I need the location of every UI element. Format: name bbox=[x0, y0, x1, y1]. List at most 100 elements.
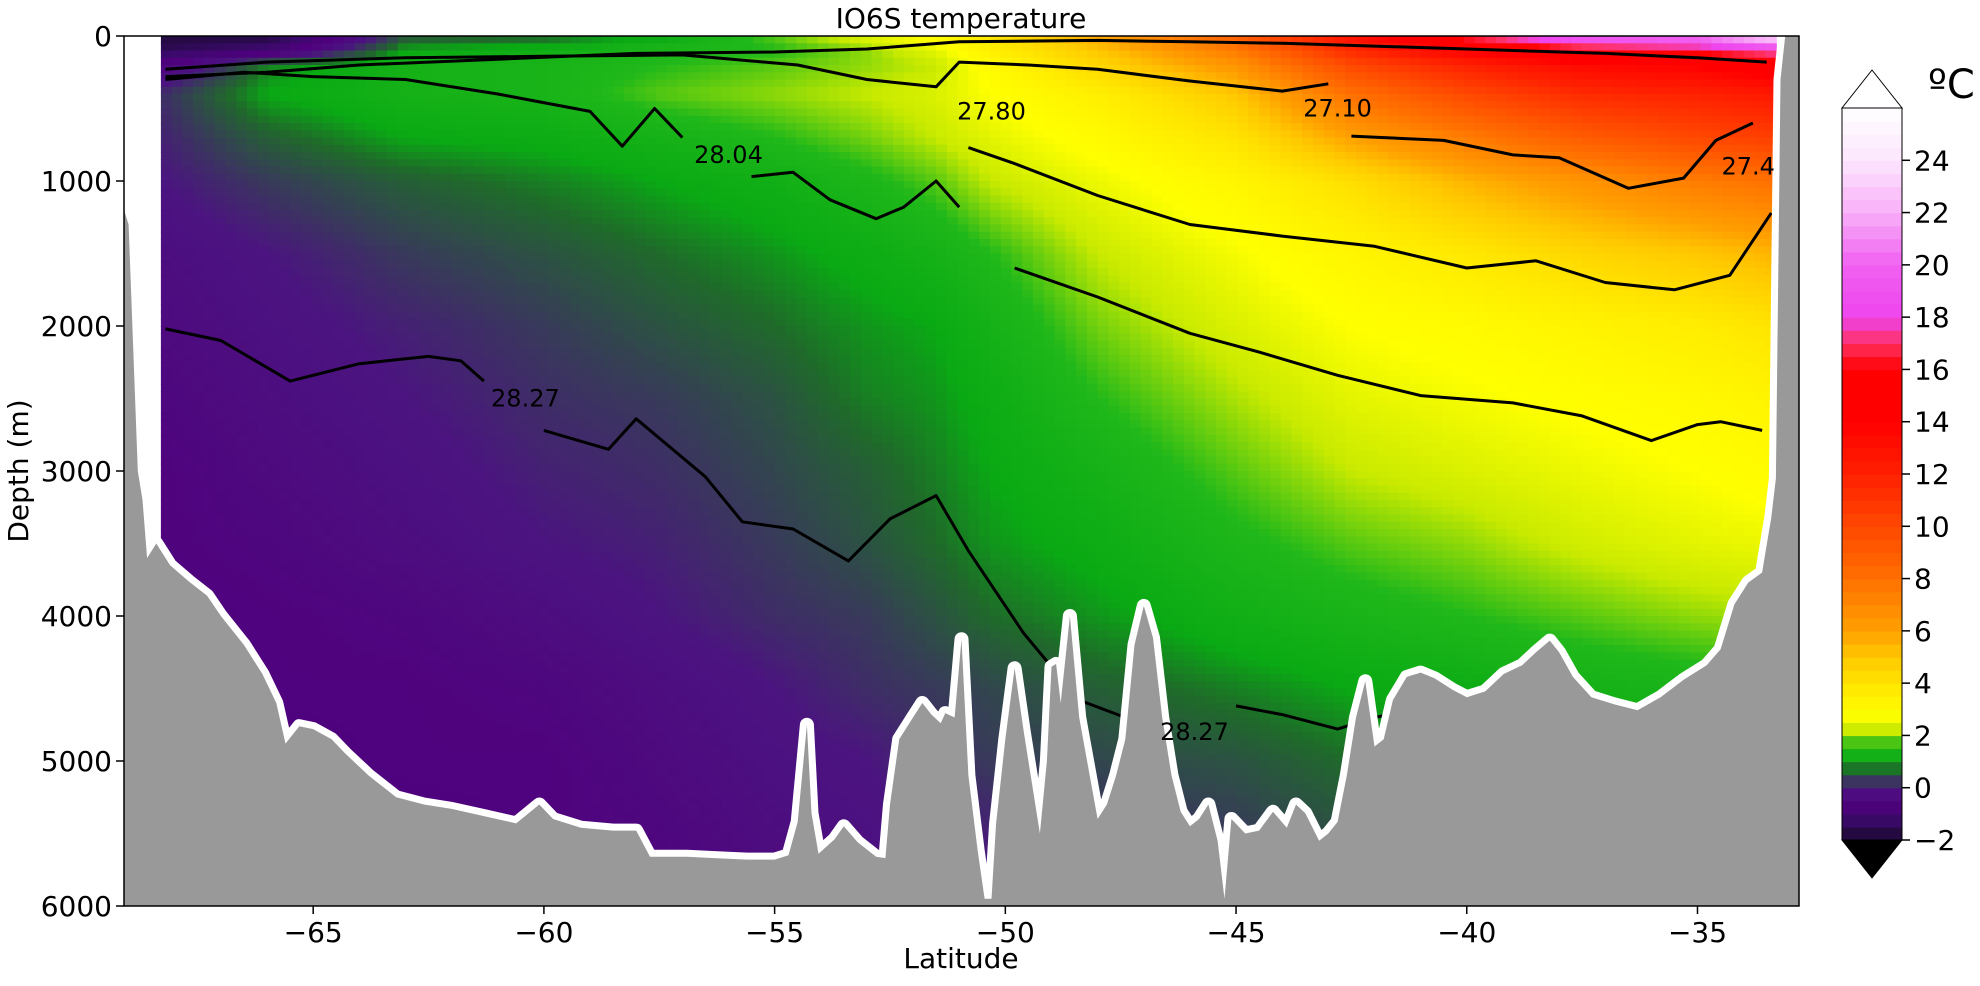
field-cell bbox=[914, 224, 927, 233]
field-cell bbox=[559, 144, 571, 153]
field-cell bbox=[1000, 50, 1013, 59]
field-cell bbox=[1711, 57, 1723, 66]
field-cell bbox=[354, 86, 367, 95]
field-cell bbox=[322, 188, 334, 197]
field-cell bbox=[1280, 217, 1293, 226]
field-cell bbox=[720, 195, 733, 204]
field-cell bbox=[979, 101, 991, 110]
field-cell bbox=[397, 36, 410, 45]
field-cell bbox=[936, 115, 948, 124]
field-cell bbox=[1280, 268, 1293, 277]
field-cell bbox=[451, 202, 464, 211]
field-cell bbox=[430, 275, 442, 284]
field-cell bbox=[796, 144, 808, 153]
field-cell bbox=[247, 217, 259, 226]
field-cell bbox=[1291, 166, 1303, 175]
field-cell bbox=[1549, 253, 1562, 262]
field-cell bbox=[473, 115, 485, 124]
field-cell bbox=[990, 217, 1002, 226]
field-cell bbox=[236, 79, 248, 88]
field-cell bbox=[1205, 239, 1217, 248]
field-cell bbox=[936, 253, 948, 262]
field-cell bbox=[1313, 202, 1325, 211]
field-cell bbox=[225, 253, 238, 262]
field-cell bbox=[1614, 195, 1626, 204]
field-cell bbox=[720, 173, 733, 182]
field-cell bbox=[817, 246, 830, 255]
field-cell bbox=[1549, 268, 1562, 277]
field-cell bbox=[796, 123, 808, 132]
field-cell bbox=[946, 224, 959, 233]
field-cell bbox=[1625, 260, 1637, 269]
field-cell bbox=[483, 195, 496, 204]
field-cell bbox=[1345, 86, 1357, 95]
field-cell bbox=[979, 152, 991, 161]
field-cell bbox=[699, 224, 711, 233]
field-cell bbox=[1011, 239, 1024, 248]
field-cell bbox=[1119, 181, 1131, 190]
field-cell bbox=[580, 65, 593, 74]
field-cell bbox=[1226, 101, 1239, 110]
field-cell bbox=[559, 108, 571, 117]
field-cell bbox=[613, 43, 625, 52]
field-cell bbox=[160, 159, 173, 168]
field-cell bbox=[279, 202, 291, 211]
field-cell bbox=[1732, 79, 1745, 88]
field-cell bbox=[1129, 57, 1142, 66]
field-cell bbox=[1054, 86, 1067, 95]
field-cell bbox=[1313, 94, 1325, 103]
field-cell bbox=[1409, 57, 1422, 66]
field-cell bbox=[333, 130, 345, 139]
field-cell bbox=[850, 144, 862, 153]
field-cell bbox=[440, 50, 453, 59]
field-cell bbox=[1452, 188, 1465, 197]
field-cell bbox=[1237, 217, 1250, 226]
field-cell bbox=[1668, 239, 1680, 248]
field-cell bbox=[1356, 79, 1368, 88]
field-cell bbox=[354, 137, 367, 146]
field-cell bbox=[1194, 115, 1207, 124]
field-cell bbox=[1194, 108, 1207, 117]
field-cell bbox=[1539, 173, 1551, 182]
field-cell bbox=[1388, 115, 1400, 124]
field-cell bbox=[505, 152, 518, 161]
field-cell bbox=[1474, 72, 1487, 81]
field-cell bbox=[828, 260, 841, 269]
field-cell bbox=[1151, 231, 1164, 240]
field-cell bbox=[419, 123, 431, 132]
field-cell bbox=[742, 137, 754, 146]
field-cell bbox=[354, 65, 367, 74]
field-cell bbox=[720, 217, 733, 226]
field-cell bbox=[322, 123, 334, 132]
field-cell bbox=[1711, 210, 1723, 219]
field-cell bbox=[1754, 43, 1766, 52]
field-cell bbox=[1205, 202, 1217, 211]
field-cell bbox=[440, 115, 453, 124]
field-cell bbox=[796, 152, 808, 161]
field-cell bbox=[925, 268, 937, 277]
field-cell bbox=[419, 72, 431, 81]
field-cell bbox=[990, 123, 1002, 132]
field-cell bbox=[1076, 130, 1088, 139]
field-cell bbox=[1033, 43, 1045, 52]
field-cell bbox=[1420, 166, 1433, 175]
field-cell bbox=[279, 253, 291, 262]
field-cell bbox=[473, 275, 485, 284]
field-cell bbox=[580, 188, 593, 197]
field-cell bbox=[806, 57, 819, 66]
field-cell bbox=[570, 173, 582, 182]
field-cell bbox=[1657, 101, 1670, 110]
field-cell bbox=[1657, 159, 1670, 168]
field-cell bbox=[1506, 36, 1519, 45]
field-cell bbox=[1754, 231, 1766, 240]
field-cell bbox=[1700, 166, 1713, 175]
field-cell bbox=[903, 181, 916, 190]
field-cell bbox=[1280, 166, 1293, 175]
field-cell bbox=[1732, 94, 1745, 103]
field-cell bbox=[1366, 202, 1379, 211]
field-cell bbox=[225, 202, 238, 211]
field-cell bbox=[1711, 130, 1723, 139]
field-cell bbox=[354, 115, 367, 124]
field-cell bbox=[946, 159, 959, 168]
field-cell bbox=[871, 217, 884, 226]
